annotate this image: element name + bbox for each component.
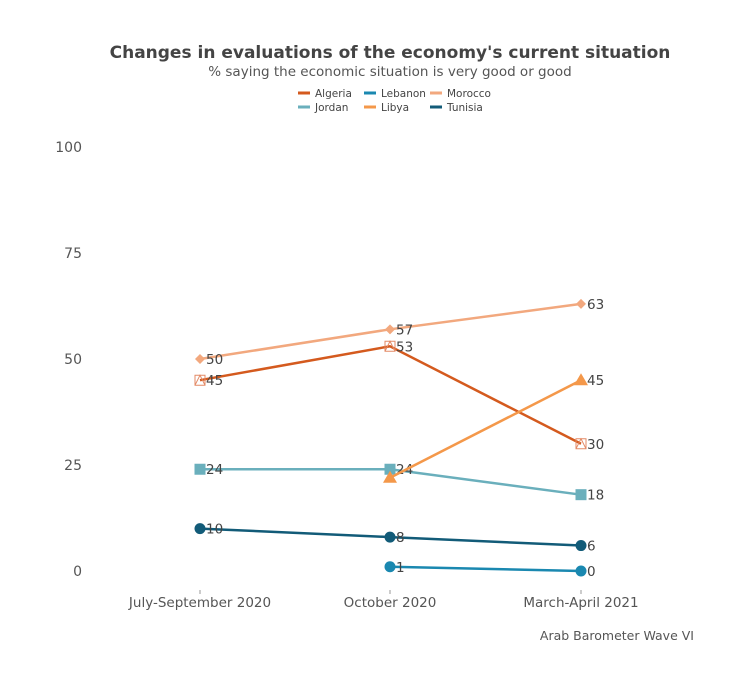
legend-label: Lebanon	[381, 88, 426, 100]
data-label: 8	[396, 530, 405, 546]
data-label: 57	[396, 322, 413, 338]
data-label: 1	[396, 560, 405, 576]
chart-subtitle: % saying the economic situation is very …	[208, 64, 571, 80]
data-point	[575, 565, 587, 577]
x-tick-label: October 2020	[344, 595, 437, 611]
data-point	[194, 374, 206, 386]
data-label: 24	[206, 462, 223, 478]
legend: Algeria Jordan Lebanon Libya Morocco Tunisia	[298, 88, 491, 114]
data-point	[194, 463, 206, 475]
series-line	[199, 344, 582, 445]
legend-label: Jordan	[314, 102, 348, 114]
data-label: 18	[587, 488, 604, 504]
x-tick-label: March-April 2021	[523, 595, 638, 611]
legend-label: Morocco	[447, 88, 491, 100]
data-point	[575, 489, 587, 501]
data-label: 45	[587, 373, 604, 389]
data-point	[384, 531, 396, 543]
data-point	[385, 324, 395, 335]
data-label: 10	[206, 522, 223, 538]
data-point	[576, 298, 586, 309]
y-tick-label: 50	[64, 352, 82, 368]
data-label: 30	[587, 437, 604, 453]
legend-label: Algeria	[315, 88, 352, 100]
y-tick-label: 100	[55, 140, 82, 156]
legend-label: Tunisia	[446, 102, 483, 114]
data-label: 0	[587, 564, 596, 580]
y-tick-label: 75	[64, 246, 82, 262]
data-point	[575, 437, 587, 450]
data-point	[575, 540, 587, 552]
data-point	[384, 463, 396, 475]
x-tick-label: July-September 2020	[128, 595, 271, 611]
series-line	[389, 379, 582, 479]
data-point	[384, 561, 396, 573]
data-label: 45	[206, 373, 223, 389]
chart-caption: Arab Barometer Wave VI	[540, 628, 694, 643]
data-point	[194, 523, 206, 535]
data-point	[384, 340, 396, 352]
data-label: 50	[206, 352, 223, 368]
data-point	[195, 354, 205, 364]
data-point	[383, 470, 397, 483]
data-label: 6	[587, 539, 596, 555]
data-point	[574, 373, 588, 386]
chart-title: Changes in evaluations of the economy's …	[110, 43, 671, 63]
data-label: 53	[396, 339, 413, 355]
legend-label: Libya	[381, 102, 409, 114]
y-tick-label: 0	[73, 564, 82, 580]
series-line	[389, 565, 582, 573]
data-label: 63	[587, 297, 604, 313]
y-tick-label: 25	[64, 458, 82, 474]
